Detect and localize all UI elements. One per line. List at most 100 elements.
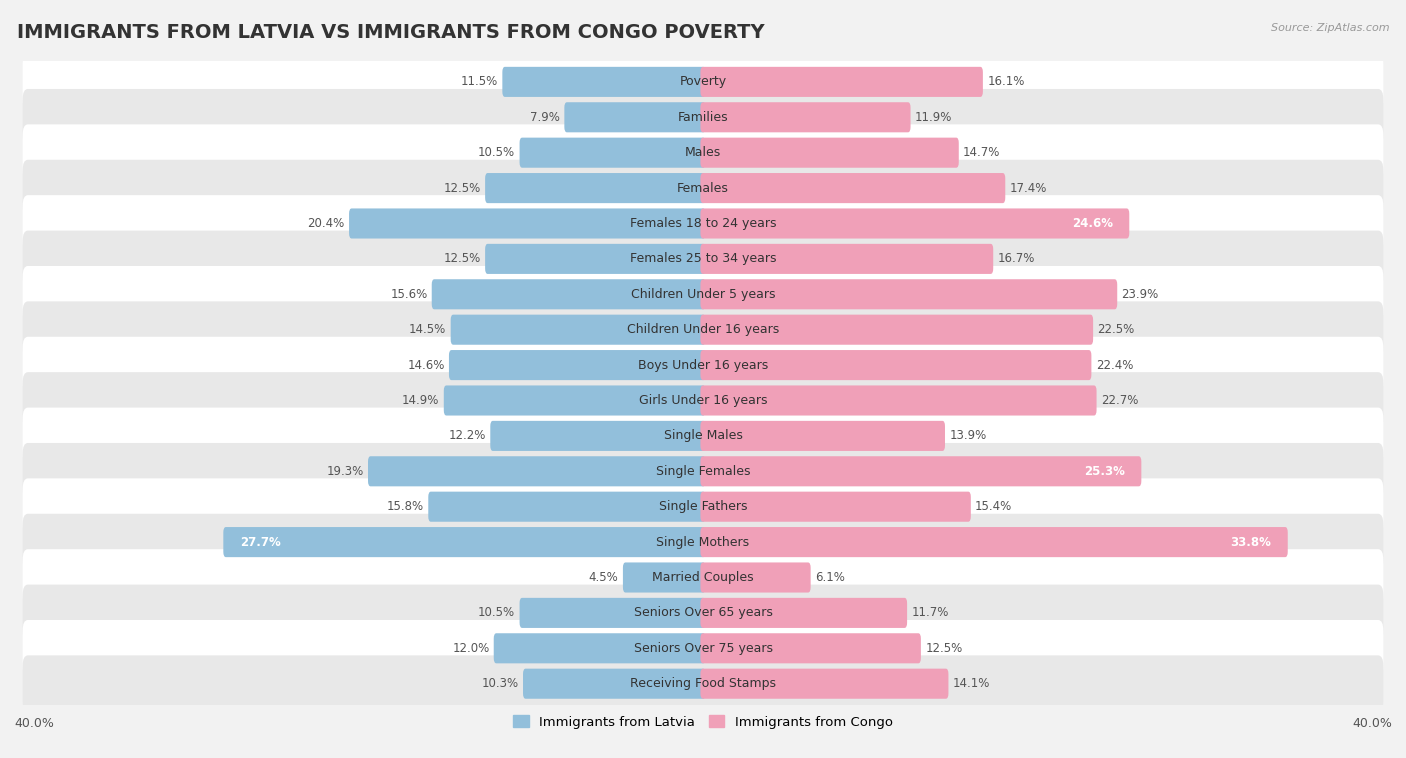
Text: 15.4%: 15.4% — [976, 500, 1012, 513]
FancyBboxPatch shape — [700, 492, 970, 522]
Text: 19.3%: 19.3% — [326, 465, 364, 478]
FancyBboxPatch shape — [623, 562, 706, 593]
FancyBboxPatch shape — [22, 124, 1384, 181]
Text: 7.9%: 7.9% — [530, 111, 560, 124]
FancyBboxPatch shape — [22, 443, 1384, 500]
Text: 10.5%: 10.5% — [478, 606, 515, 619]
Text: Poverty: Poverty — [679, 75, 727, 89]
Text: Single Males: Single Males — [664, 429, 742, 443]
FancyBboxPatch shape — [700, 208, 1129, 239]
Text: Married Couples: Married Couples — [652, 571, 754, 584]
Text: 15.8%: 15.8% — [387, 500, 425, 513]
FancyBboxPatch shape — [485, 173, 706, 203]
Text: Seniors Over 75 years: Seniors Over 75 years — [634, 642, 772, 655]
Text: Source: ZipAtlas.com: Source: ZipAtlas.com — [1271, 23, 1389, 33]
Text: 14.1%: 14.1% — [953, 677, 990, 691]
FancyBboxPatch shape — [700, 244, 993, 274]
Text: 12.2%: 12.2% — [449, 429, 486, 443]
FancyBboxPatch shape — [22, 372, 1384, 429]
Text: 23.9%: 23.9% — [1122, 288, 1159, 301]
FancyBboxPatch shape — [700, 421, 945, 451]
FancyBboxPatch shape — [22, 514, 1384, 571]
FancyBboxPatch shape — [22, 620, 1384, 677]
Text: 33.8%: 33.8% — [1230, 536, 1271, 549]
FancyBboxPatch shape — [22, 302, 1384, 358]
Text: 22.4%: 22.4% — [1095, 359, 1133, 371]
FancyBboxPatch shape — [444, 386, 706, 415]
FancyBboxPatch shape — [485, 244, 706, 274]
Legend: Immigrants from Latvia, Immigrants from Congo: Immigrants from Latvia, Immigrants from … — [508, 709, 898, 734]
FancyBboxPatch shape — [700, 67, 983, 97]
Text: 12.5%: 12.5% — [925, 642, 963, 655]
Text: Girls Under 16 years: Girls Under 16 years — [638, 394, 768, 407]
FancyBboxPatch shape — [22, 230, 1384, 287]
FancyBboxPatch shape — [700, 598, 907, 628]
FancyBboxPatch shape — [523, 669, 706, 699]
Text: 14.7%: 14.7% — [963, 146, 1001, 159]
FancyBboxPatch shape — [700, 173, 1005, 203]
FancyBboxPatch shape — [520, 138, 706, 168]
Text: 15.6%: 15.6% — [391, 288, 427, 301]
Text: 40.0%: 40.0% — [14, 717, 53, 730]
Text: Receiving Food Stamps: Receiving Food Stamps — [630, 677, 776, 691]
Text: Children Under 5 years: Children Under 5 years — [631, 288, 775, 301]
Text: Females 25 to 34 years: Females 25 to 34 years — [630, 252, 776, 265]
FancyBboxPatch shape — [22, 160, 1384, 216]
FancyBboxPatch shape — [22, 337, 1384, 393]
FancyBboxPatch shape — [349, 208, 706, 239]
FancyBboxPatch shape — [22, 266, 1384, 323]
Text: Single Mothers: Single Mothers — [657, 536, 749, 549]
Text: Single Fathers: Single Fathers — [659, 500, 747, 513]
FancyBboxPatch shape — [22, 195, 1384, 252]
Text: 16.1%: 16.1% — [987, 75, 1025, 89]
Text: Children Under 16 years: Children Under 16 years — [627, 323, 779, 337]
Text: Families: Families — [678, 111, 728, 124]
FancyBboxPatch shape — [449, 350, 706, 380]
Text: 20.4%: 20.4% — [308, 217, 344, 230]
Text: 25.3%: 25.3% — [1084, 465, 1125, 478]
Text: 17.4%: 17.4% — [1010, 182, 1047, 195]
FancyBboxPatch shape — [491, 421, 706, 451]
Text: 10.5%: 10.5% — [478, 146, 515, 159]
Text: 6.1%: 6.1% — [815, 571, 845, 584]
Text: 12.0%: 12.0% — [453, 642, 489, 655]
Text: Females: Females — [678, 182, 728, 195]
Text: 11.5%: 11.5% — [461, 75, 498, 89]
Text: 11.9%: 11.9% — [915, 111, 952, 124]
FancyBboxPatch shape — [700, 633, 921, 663]
FancyBboxPatch shape — [700, 527, 1288, 557]
Text: 13.9%: 13.9% — [949, 429, 987, 443]
FancyBboxPatch shape — [700, 138, 959, 168]
FancyBboxPatch shape — [700, 102, 911, 133]
FancyBboxPatch shape — [700, 350, 1091, 380]
FancyBboxPatch shape — [22, 550, 1384, 606]
FancyBboxPatch shape — [22, 656, 1384, 712]
FancyBboxPatch shape — [22, 584, 1384, 641]
FancyBboxPatch shape — [451, 315, 706, 345]
FancyBboxPatch shape — [22, 54, 1384, 110]
Text: 22.7%: 22.7% — [1101, 394, 1139, 407]
FancyBboxPatch shape — [520, 598, 706, 628]
FancyBboxPatch shape — [494, 633, 706, 663]
FancyBboxPatch shape — [429, 492, 706, 522]
Text: 12.5%: 12.5% — [443, 252, 481, 265]
Text: Boys Under 16 years: Boys Under 16 years — [638, 359, 768, 371]
Text: Seniors Over 65 years: Seniors Over 65 years — [634, 606, 772, 619]
Text: 10.3%: 10.3% — [482, 677, 519, 691]
FancyBboxPatch shape — [22, 408, 1384, 464]
Text: 14.6%: 14.6% — [408, 359, 444, 371]
Text: 12.5%: 12.5% — [443, 182, 481, 195]
FancyBboxPatch shape — [700, 386, 1097, 415]
FancyBboxPatch shape — [368, 456, 706, 487]
FancyBboxPatch shape — [700, 456, 1142, 487]
Text: 14.5%: 14.5% — [409, 323, 446, 337]
Text: 27.7%: 27.7% — [239, 536, 280, 549]
Text: 4.5%: 4.5% — [589, 571, 619, 584]
FancyBboxPatch shape — [432, 279, 706, 309]
Text: 24.6%: 24.6% — [1071, 217, 1114, 230]
Text: Males: Males — [685, 146, 721, 159]
FancyBboxPatch shape — [22, 89, 1384, 146]
Text: 11.7%: 11.7% — [911, 606, 949, 619]
Text: Single Females: Single Females — [655, 465, 751, 478]
FancyBboxPatch shape — [502, 67, 706, 97]
